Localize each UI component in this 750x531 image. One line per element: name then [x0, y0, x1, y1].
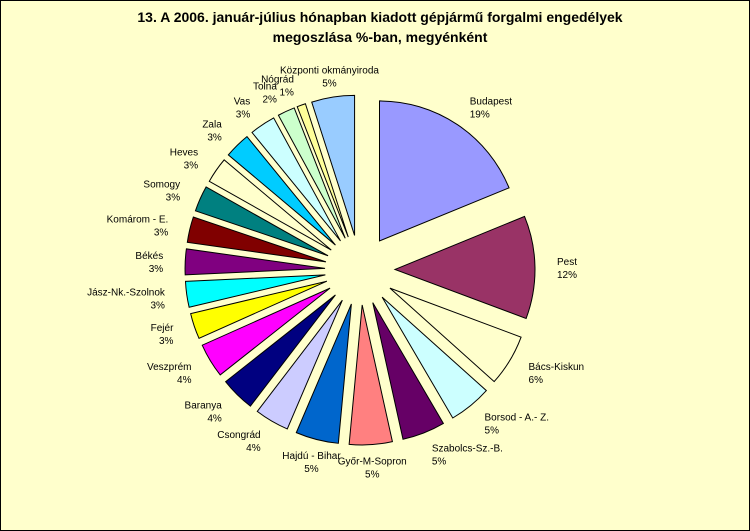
- pie-slice: [184, 248, 326, 276]
- pie-slice: [201, 287, 331, 376]
- pie-slice: [208, 159, 332, 251]
- pie-slice: [311, 94, 356, 236]
- slice-label: Tolna: [253, 81, 277, 92]
- pie-slice: [184, 274, 326, 308]
- pie-slice: [296, 103, 349, 238]
- slice-value: 2%: [262, 94, 277, 105]
- pie-slice: [389, 287, 522, 383]
- slice-label: Jász-Nk.-Szolnok: [87, 287, 166, 298]
- slice-label: Vas: [234, 96, 251, 107]
- slice-label: Központi okmányiroda: [280, 65, 379, 76]
- pie-slice: [224, 294, 336, 407]
- pie-slice: [379, 100, 510, 242]
- slice-value: 19%: [470, 109, 490, 120]
- pie-slice: [251, 117, 341, 242]
- pie-slice: [277, 107, 346, 239]
- slice-label: Zala: [202, 120, 222, 131]
- slice-label: Csongrád: [217, 430, 260, 441]
- slice-value: 5%: [485, 426, 500, 437]
- pie-slice: [227, 135, 336, 246]
- slice-value: 5%: [304, 464, 319, 475]
- slice-value: 3%: [166, 193, 181, 204]
- slice-value: 4%: [177, 375, 192, 386]
- slice-value: 3%: [184, 161, 199, 172]
- slice-label: Baranya: [185, 400, 223, 411]
- slice-value: 3%: [159, 336, 174, 347]
- slice-value: 3%: [149, 264, 164, 275]
- pie-slice: [186, 216, 327, 263]
- slice-label: Veszprém: [147, 362, 191, 373]
- slice-label: Budapest: [470, 96, 512, 107]
- slice-value: 5%: [365, 470, 380, 481]
- slice-label: Szabolcs-Sz.-B.: [432, 443, 503, 454]
- slice-label: Győr-M-Sopron: [338, 457, 407, 468]
- pie-slice: [256, 299, 343, 430]
- slice-label: Hajdú - Bihar: [282, 451, 341, 462]
- slice-label: Borsod - A.- Z.: [485, 413, 549, 424]
- slice-value: 3%: [207, 133, 222, 144]
- pie-slice: [190, 280, 328, 339]
- slice-label: Somogy: [143, 180, 180, 191]
- slice-label: Heves: [170, 148, 198, 159]
- chart-title: 13. A 2006. január-július hónapban kiado…: [137, 9, 622, 25]
- pie-slice: [348, 304, 394, 446]
- slice-value: 5%: [322, 78, 337, 89]
- slice-label: Békés: [135, 251, 163, 262]
- pie-slice: [393, 215, 536, 320]
- slice-label: Bács-Kiskun: [529, 362, 585, 373]
- slice-label: Pest: [557, 257, 577, 268]
- slice-value: 6%: [529, 375, 544, 386]
- pie-slice: [381, 296, 488, 419]
- slice-label: Komárom - E.: [107, 214, 169, 225]
- slice-value: 3%: [236, 109, 251, 120]
- slice-value: 5%: [432, 456, 447, 467]
- slice-value: 1%: [279, 87, 294, 98]
- pie-slice: [372, 302, 445, 440]
- chart-title: megoszlása %-ban, megyénként: [273, 29, 488, 45]
- pie-slice: [295, 303, 352, 444]
- slice-value: 3%: [154, 227, 169, 238]
- slice-label: Fejér: [151, 323, 174, 334]
- slice-value: 4%: [207, 413, 222, 424]
- slice-value: 12%: [557, 270, 577, 281]
- slice-value: 4%: [246, 443, 261, 454]
- pie-slice: [194, 186, 329, 257]
- slice-label: Nógrád: [261, 74, 294, 85]
- slice-value: 3%: [150, 300, 165, 311]
